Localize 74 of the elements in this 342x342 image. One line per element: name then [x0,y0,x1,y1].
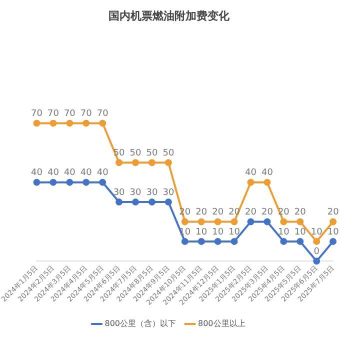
data-label: 40 [64,168,76,178]
data-label: 70 [96,109,109,120]
point [214,238,222,245]
data-label: 20 [196,208,208,218]
data-label: 30 [146,188,158,198]
point [33,178,40,186]
data-label: 10 [212,227,224,238]
point [181,238,188,245]
point [330,238,337,245]
data-label: 70 [64,109,76,120]
point [99,178,106,186]
point [296,238,304,245]
data-label: 30 [162,188,174,198]
data-label: 70 [31,109,43,120]
data-label: 20 [261,208,274,218]
data-label: 30 [113,188,126,198]
data-label: 50 [130,148,142,158]
data-label: 10 [310,227,323,238]
point [230,218,238,226]
point [264,218,271,226]
point [164,159,172,166]
data-label: 0 [314,247,320,258]
data-label: 20 [327,208,340,218]
point [198,238,205,245]
point [116,159,123,166]
point [50,120,57,127]
data-label: 40 [80,168,92,178]
legend-label: 800公里（含）以下 [104,319,176,328]
data-label: 50 [162,148,174,158]
point [66,178,74,186]
data-label: 10 [294,227,306,238]
data-label: 40 [31,168,43,178]
legend-label: 800公里以上 [198,319,246,328]
point [214,218,222,226]
point [280,218,288,226]
data-label: 10 [196,227,208,238]
data-label: 30 [130,188,142,198]
point [132,198,140,206]
point [313,258,320,265]
point [66,120,74,127]
chart-title: 国内机票燃油附加费变化 [108,9,230,22]
point [132,159,140,166]
data-label: 40 [47,168,60,178]
data-label: 70 [47,109,60,120]
point [280,238,288,245]
point [313,238,320,245]
data-label: 40 [261,168,274,178]
data-label: 20 [212,208,224,218]
data-label: 10 [327,227,340,238]
data-label: 20 [245,208,257,218]
data-label: 70 [80,109,92,120]
point [82,120,90,127]
point [82,178,90,186]
data-label: 40 [245,168,257,178]
point [33,120,40,127]
data-label: 10 [228,227,240,238]
point [116,198,123,206]
data-label: 40 [96,168,109,178]
point [247,178,254,186]
point [198,218,205,226]
point [247,218,254,226]
point [99,120,106,127]
point [50,178,57,186]
point [230,238,238,245]
point [148,159,156,166]
data-label: 10 [278,227,290,238]
point [164,198,172,206]
data-label: 50 [146,148,158,158]
data-label: 20 [294,208,306,218]
point [296,218,304,226]
point [330,218,337,226]
point [264,178,271,186]
point [181,218,188,226]
point [148,198,156,206]
